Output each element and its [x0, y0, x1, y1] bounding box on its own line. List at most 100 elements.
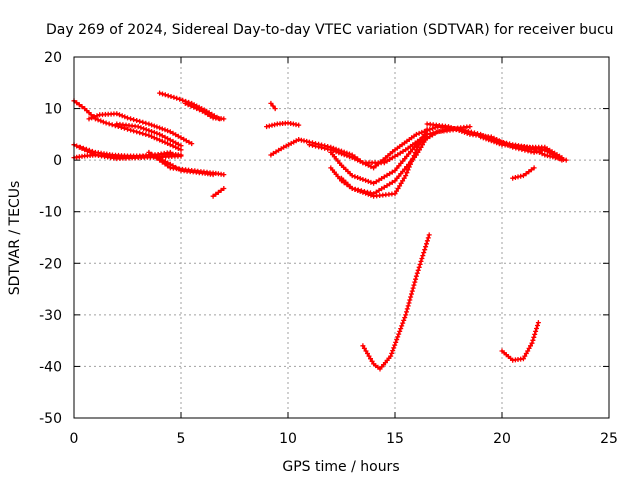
data-point: [170, 138, 176, 144]
y-tick-label: -40: [39, 359, 62, 375]
data-point: [426, 232, 432, 238]
data-point: [510, 175, 516, 181]
data-point: [381, 184, 387, 190]
data-point: [151, 123, 157, 129]
data-point: [167, 137, 173, 143]
data-point: [395, 186, 401, 191]
data-point: [483, 136, 489, 142]
data-point: [146, 149, 152, 155]
data-point: [149, 151, 155, 157]
y-tick-label: 10: [44, 102, 62, 118]
data-point: [331, 148, 336, 154]
series-s11: [210, 186, 227, 199]
data-point: [395, 334, 401, 340]
series-s22: [510, 165, 537, 181]
data-point: [270, 103, 276, 109]
plot-frame: [73, 56, 610, 419]
data-point: [373, 179, 379, 185]
data-point: [454, 127, 459, 132]
data-point: [459, 129, 465, 134]
axes: 0 5 10 15 20 25 -50 -40 -30 -20 -10 0 10 20: [39, 50, 618, 447]
data-point: [352, 187, 358, 192]
data-point: [167, 129, 173, 135]
chart-title: Day 269 of 2024, Sidereal Day-to-day VTE…: [46, 22, 614, 38]
data-point: [170, 130, 176, 136]
data-point: [526, 345, 532, 351]
data-point: [175, 141, 181, 147]
data-point: [528, 167, 534, 173]
data-point: [336, 150, 342, 156]
data-point: [399, 323, 405, 329]
x-tick-label: 15: [386, 431, 404, 447]
data-point: [221, 172, 227, 178]
data-point: [191, 104, 197, 110]
data-point: [415, 267, 421, 273]
data-point: [408, 161, 413, 167]
data-point: [168, 94, 174, 99]
data-point: [381, 160, 387, 166]
data-point: [207, 113, 213, 119]
data-point: [535, 323, 540, 328]
data-point: [218, 187, 224, 193]
data-point: [134, 129, 140, 135]
data-point: [140, 131, 146, 137]
data-point: [106, 121, 112, 127]
data-point: [178, 135, 184, 141]
data-point: [109, 122, 115, 128]
data-point: [381, 174, 387, 180]
data-point: [352, 156, 358, 162]
data-point: [137, 118, 143, 124]
data-point: [363, 190, 369, 196]
data-point: [397, 150, 403, 156]
data-point: [138, 125, 144, 131]
data-series: [71, 90, 569, 372]
data-point: [347, 154, 352, 160]
data-point: [365, 162, 371, 168]
data-point: [125, 126, 130, 132]
data-point: [387, 157, 393, 162]
data-point: [360, 177, 366, 182]
data-point: [114, 111, 120, 117]
series-s24: [499, 320, 541, 363]
data-point: [339, 151, 344, 157]
data-point: [520, 356, 526, 362]
data-point: [213, 191, 219, 197]
data-point: [98, 118, 104, 124]
data-point: [173, 164, 179, 170]
data-point: [456, 128, 462, 133]
data-point: [384, 183, 390, 189]
data-point: [448, 125, 454, 131]
data-point: [392, 153, 398, 159]
data-point: [550, 154, 556, 160]
data-point: [408, 294, 414, 300]
data-point: [407, 297, 413, 303]
data-point: [416, 142, 422, 148]
data-point: [424, 238, 430, 244]
data-point: [371, 180, 377, 186]
data-point: [446, 124, 451, 130]
data-point: [210, 193, 216, 199]
data-point: [162, 127, 168, 133]
data-point: [480, 135, 486, 141]
data-point: [526, 146, 532, 151]
data-point: [403, 173, 409, 179]
data-point: [131, 128, 137, 134]
data-point: [173, 132, 179, 138]
data-point: [174, 95, 180, 101]
data-point: [160, 91, 165, 97]
data-point: [404, 170, 410, 176]
data-point: [392, 342, 398, 348]
data-point: [149, 134, 155, 139]
data-point: [478, 134, 484, 140]
data-point: [149, 129, 155, 134]
data-point: [76, 102, 82, 108]
data-point: [183, 138, 189, 144]
data-point: [387, 171, 393, 177]
data-point: [401, 317, 407, 323]
data-point: [149, 122, 155, 128]
data-point: [366, 353, 372, 359]
data-point: [173, 140, 179, 146]
data-point: [363, 161, 369, 167]
data-point: [165, 141, 171, 146]
data-point: [268, 100, 274, 106]
